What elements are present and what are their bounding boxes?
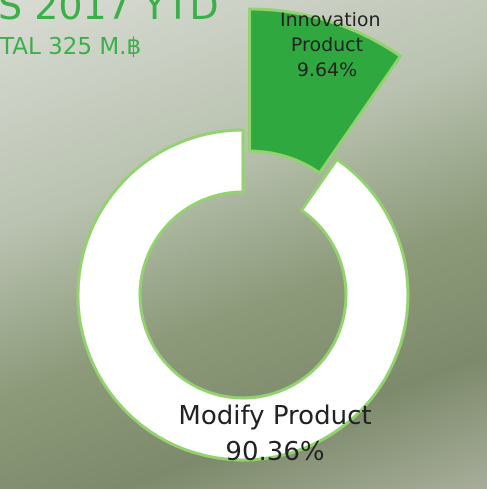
category-label: Innovation Product [280,9,381,56]
category-label: Modify Product [178,401,372,431]
chart-subtitle: TAL 325 M.฿ [0,34,142,60]
chart-title: S 2017 YTD [0,0,219,28]
value-label: 9.64% [296,59,358,81]
slice-label: Modify Product 90.36% [150,398,400,470]
value-label: 90.36% [225,437,325,467]
slice-label: Innovation Product 9.64% [262,8,392,83]
slice [248,7,403,175]
slice [76,128,410,462]
